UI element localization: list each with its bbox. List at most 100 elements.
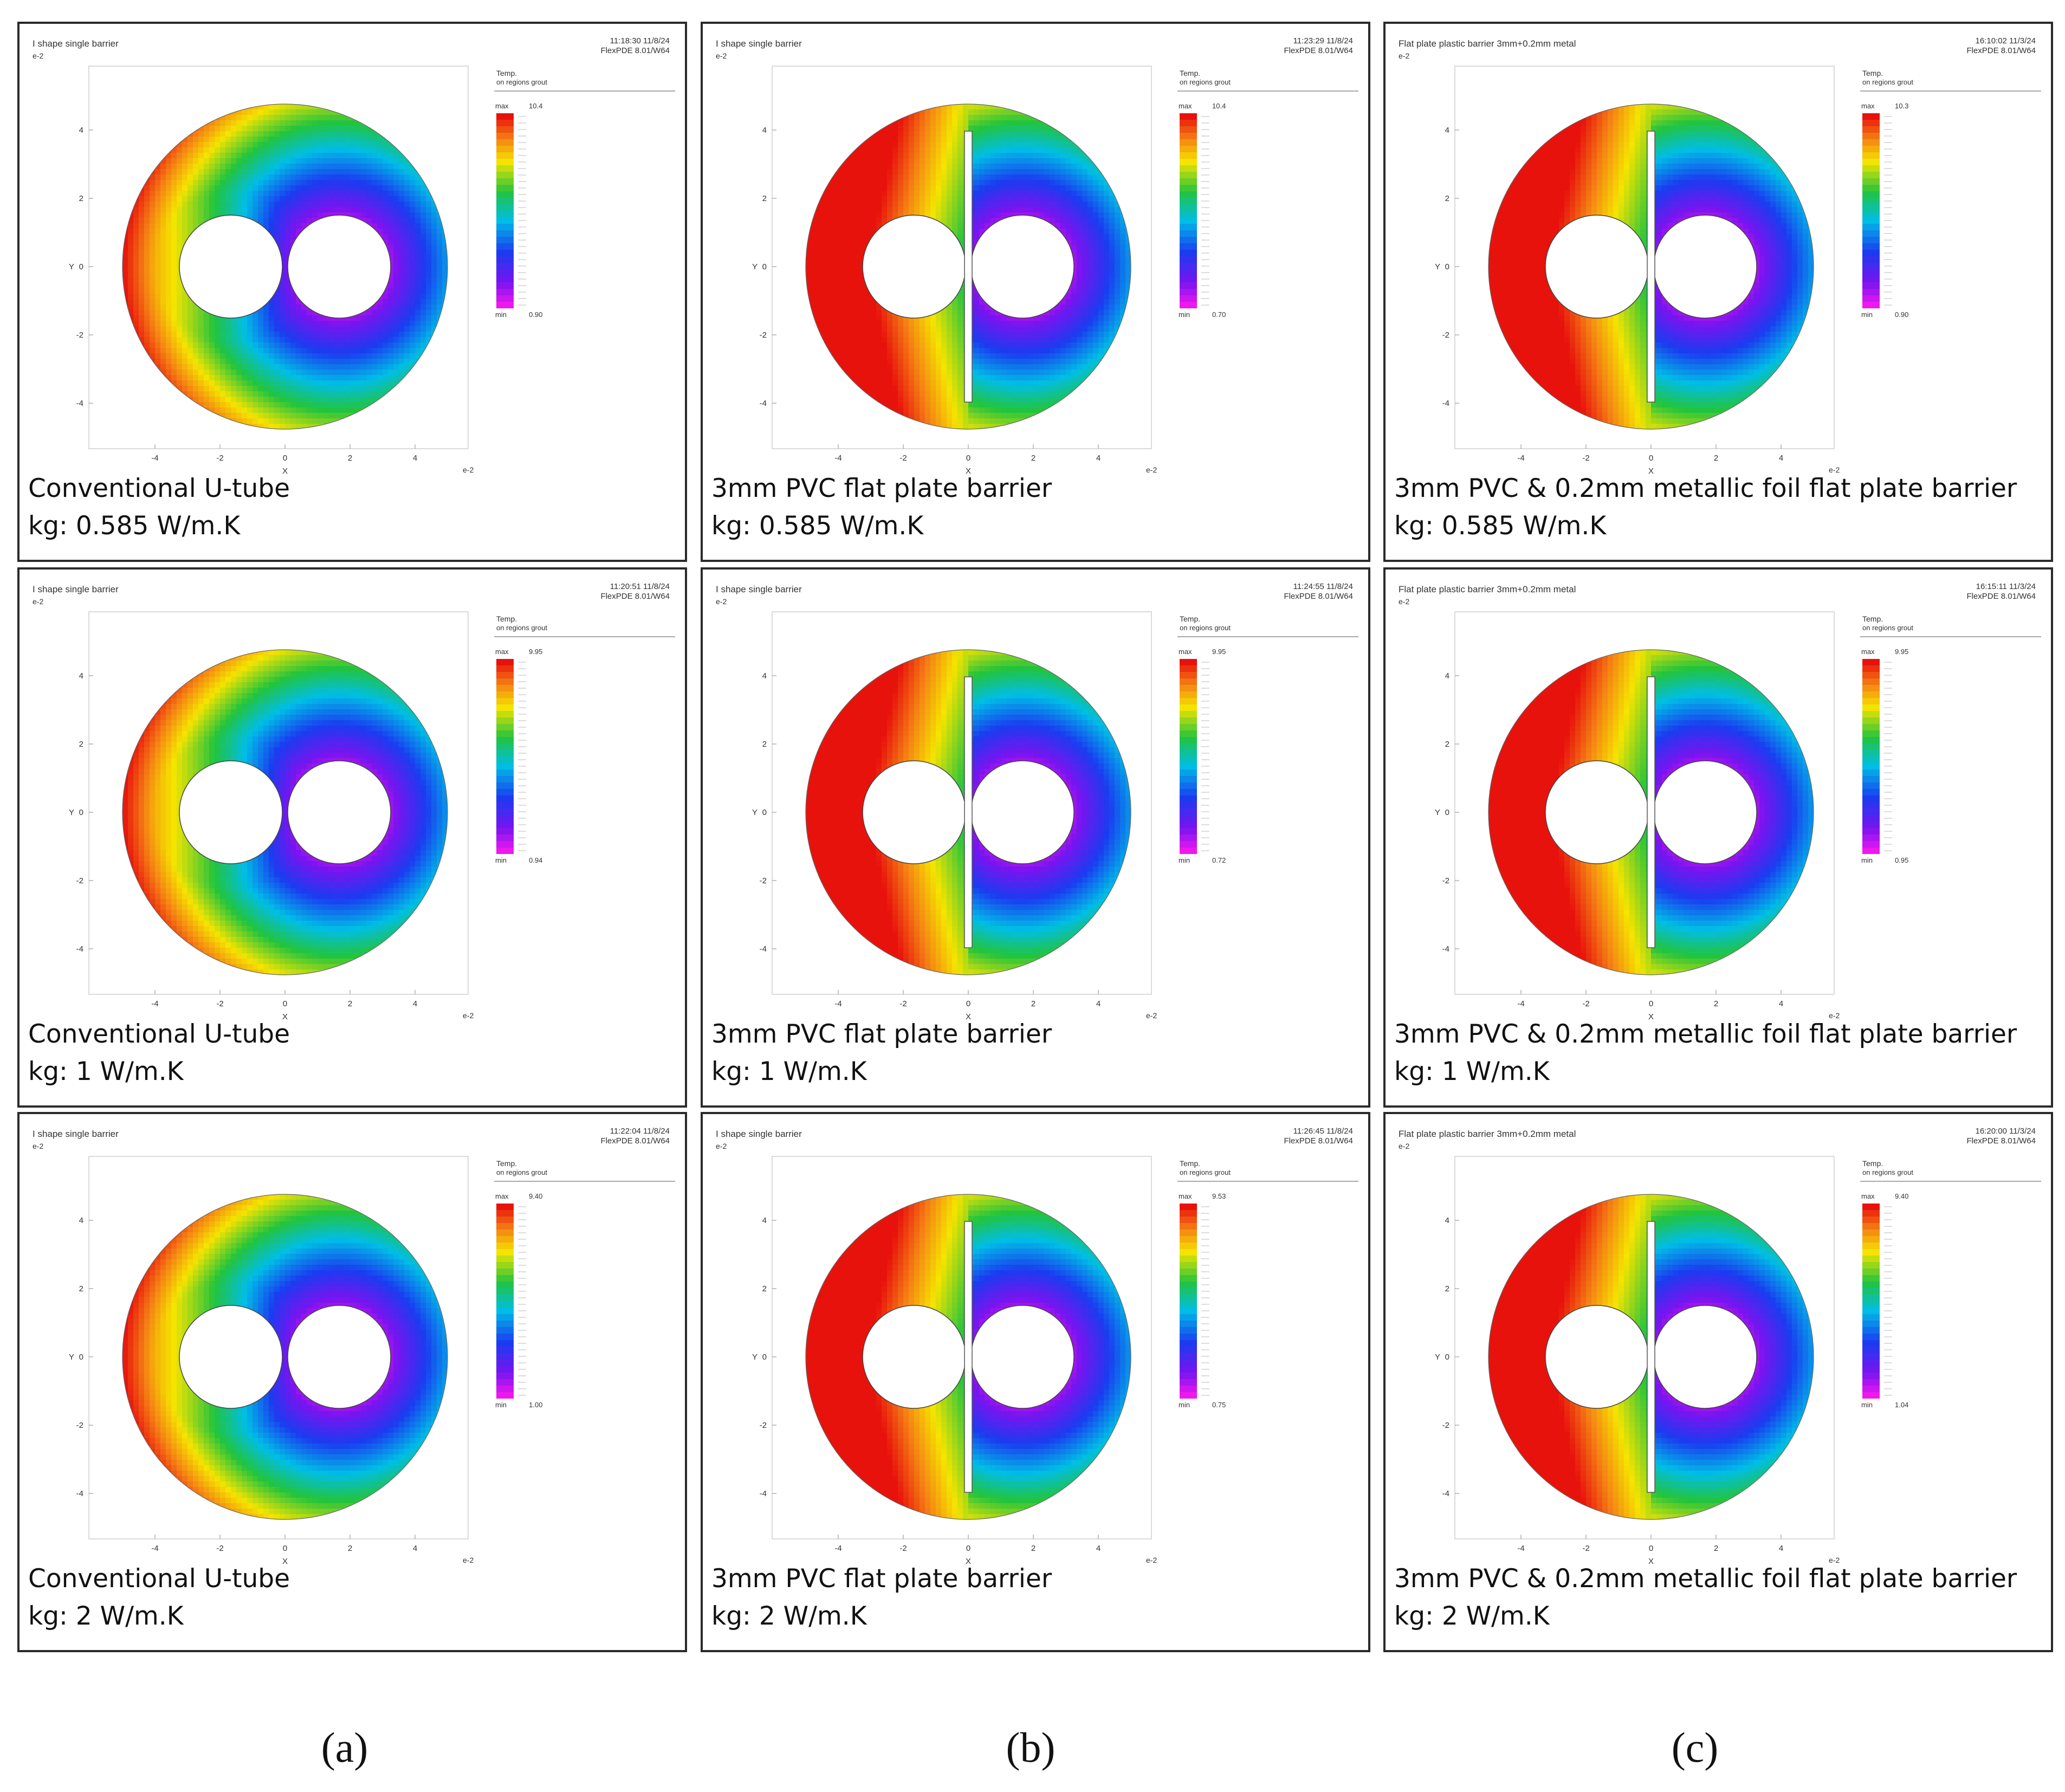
- legend-min-label: min: [495, 856, 507, 864]
- legend-subtitle: on regions grout: [1862, 1168, 1913, 1176]
- x-tick-label: 0: [1649, 999, 1653, 1008]
- legend-min-label: min: [1179, 310, 1190, 319]
- y-axis-label: Y: [1435, 808, 1440, 817]
- y-tick-label: 4: [762, 671, 767, 681]
- y-tick-label: 2: [79, 740, 83, 749]
- plot-header: I shape single barrier: [716, 584, 802, 594]
- legend-max-label: max: [1861, 648, 1875, 656]
- legend-max-value: 9.95: [1212, 648, 1226, 656]
- x-scale-label: e-2: [1146, 1011, 1157, 1020]
- x-axis-label: X: [966, 1557, 971, 1566]
- borehole-boundary: [122, 649, 448, 975]
- u-tube-pipe-outlet: [970, 1305, 1074, 1409]
- column-label-a: (a): [290, 1723, 399, 1772]
- u-tube-pipe-inlet: [862, 215, 966, 319]
- y-scale-label: e-2: [716, 1142, 727, 1150]
- x-tick-label: -2: [216, 999, 223, 1008]
- panel-caption-configuration: 3mm PVC & 0.2mm metallic foil flat plate…: [1394, 474, 2017, 504]
- legend-subtitle: on regions grout: [496, 1168, 547, 1176]
- plot-panel: Flat plate plastic barrier 3mm+0.2mm met…: [1383, 1112, 2053, 1652]
- y-tick-label: 2: [1445, 194, 1449, 203]
- legend-max-label: max: [1179, 648, 1192, 656]
- legend-min-label: min: [1861, 856, 1873, 864]
- y-scale-label: e-2: [716, 597, 727, 606]
- y-tick-label: -2: [76, 1421, 83, 1430]
- panel-caption-conductivity: kg: 1 W/m.K: [28, 1057, 184, 1087]
- x-tick-label: 4: [413, 999, 417, 1008]
- y-scale-label: e-2: [1399, 597, 1409, 606]
- legend-title: Temp.: [496, 69, 517, 77]
- y-tick-label: 0: [762, 262, 767, 271]
- y-tick-label: 0: [1445, 808, 1449, 817]
- u-tube-pipe-outlet: [1653, 1305, 1757, 1409]
- x-tick-label: 4: [1779, 999, 1783, 1008]
- panel-caption-configuration: 3mm PVC & 0.2mm metallic foil flat plate…: [1394, 1019, 2017, 1050]
- y-tick-label: 4: [79, 1216, 83, 1225]
- legend-title: Temp.: [1862, 1159, 1883, 1168]
- plot-software-stamp: FlexPDE 8.01/W64: [600, 592, 670, 601]
- x-tick-label: -4: [1517, 1544, 1524, 1553]
- contour-plot: I shape single barrier 11:20:51 11/8/24Fl…: [33, 582, 675, 1021]
- plot-software-stamp: FlexPDE 8.01/W64: [1966, 46, 2036, 55]
- plot-software-stamp: FlexPDE 8.01/W64: [600, 1136, 670, 1146]
- y-scale-label: e-2: [1399, 51, 1409, 60]
- u-tube-pipe-outlet: [970, 760, 1074, 864]
- legend-max-value: 10.3: [1895, 102, 1908, 110]
- x-scale-label: e-2: [1829, 1556, 1840, 1564]
- color-legend: [1180, 1204, 1209, 1399]
- x-scale-label: e-2: [1146, 1556, 1157, 1564]
- x-tick-label: 2: [1031, 454, 1035, 463]
- panel-caption-conductivity: kg: 0.585 W/m.K: [28, 511, 240, 541]
- y-axis-label: Y: [752, 1353, 758, 1362]
- y-tick-label: 4: [1445, 671, 1449, 681]
- borehole-boundary: [122, 103, 448, 430]
- y-tick-label: -4: [760, 944, 767, 954]
- legend-max-label: max: [1861, 1192, 1875, 1200]
- u-tube-pipe-outlet: [970, 215, 1074, 319]
- y-tick-label: 0: [79, 262, 83, 271]
- color-legend: [1180, 659, 1209, 854]
- y-scale-label: e-2: [33, 1142, 43, 1150]
- x-tick-label: -2: [216, 1544, 223, 1553]
- legend-title: Temp.: [1862, 69, 1883, 77]
- y-tick-label: 4: [762, 1216, 767, 1225]
- x-tick-label: 2: [1031, 999, 1035, 1008]
- plot-header: I shape single barrier: [716, 1129, 802, 1139]
- legend-min-label: min: [1179, 856, 1190, 864]
- y-tick-label: -4: [76, 1489, 83, 1498]
- legend-title: Temp.: [1180, 1159, 1200, 1168]
- y-axis-label: Y: [1435, 262, 1440, 271]
- color-legend: [496, 659, 526, 854]
- plot-timestamp: 16:15:11 11/3/24: [1976, 582, 2036, 591]
- plot-header: I shape single barrier: [716, 38, 802, 49]
- borehole-boundary: [1488, 649, 1814, 975]
- legend-min-value: 1.00: [529, 1401, 542, 1409]
- plot-frame: [88, 611, 469, 995]
- y-tick-label: 2: [1445, 1284, 1449, 1293]
- y-tick-label: 0: [762, 808, 767, 817]
- y-tick-label: -4: [1442, 1489, 1449, 1498]
- legend-max-label: max: [495, 648, 509, 656]
- legend-subtitle: on regions grout: [1180, 1168, 1231, 1176]
- plot-timestamp: 11:26:45 11/8/24: [1293, 1127, 1353, 1136]
- legend-max-label: max: [1179, 1192, 1192, 1200]
- contour-plot: I shape single barrier 11:23:29 11/8/24Fl…: [716, 36, 1358, 476]
- legend-subtitle: on regions grout: [1180, 78, 1231, 86]
- x-tick-label: 2: [348, 1544, 352, 1553]
- x-tick-label: 2: [1714, 1544, 1718, 1553]
- x-tick-label: -4: [834, 999, 841, 1008]
- legend-subtitle: on regions grout: [496, 78, 547, 86]
- legend-subtitle: on regions grout: [496, 624, 547, 632]
- y-tick-label: -4: [76, 944, 83, 954]
- x-tick-label: 0: [966, 454, 970, 463]
- x-axis-label: X: [1648, 1557, 1654, 1566]
- plot-timestamp: 16:20:00 11/3/24: [1976, 1127, 2036, 1136]
- panel-caption-configuration: Conventional U-tube: [28, 474, 290, 504]
- legend-min-label: min: [1861, 1401, 1873, 1409]
- x-tick-label: 4: [1779, 454, 1783, 463]
- flat-plate-barrier: [1647, 131, 1655, 403]
- legend-min-value: 0.95: [1895, 856, 1908, 864]
- x-tick-label: 4: [1096, 999, 1101, 1008]
- contour-plot: I shape single barrier 11:24:55 11/8/24Fl…: [716, 582, 1358, 1021]
- y-axis-label: Y: [752, 262, 758, 271]
